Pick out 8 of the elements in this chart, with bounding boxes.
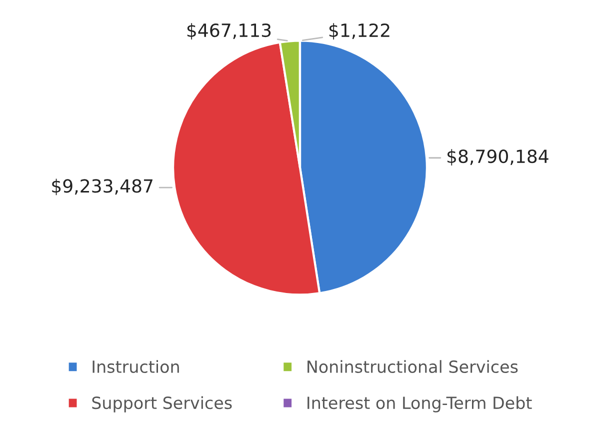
data-label: $467,113 (187, 23, 271, 40)
legend-label: Noninstructional Services (308, 360, 518, 374)
legend-label: Interest on Long-Term Debt (308, 396, 532, 412)
data-label: $1,122 (329, 23, 390, 40)
legend-label: Instruction (92, 360, 179, 374)
data-label: $9,233,487 (52, 178, 152, 196)
legend-label: Support Services (92, 396, 232, 412)
data-label: $8,790,184 (447, 149, 548, 166)
